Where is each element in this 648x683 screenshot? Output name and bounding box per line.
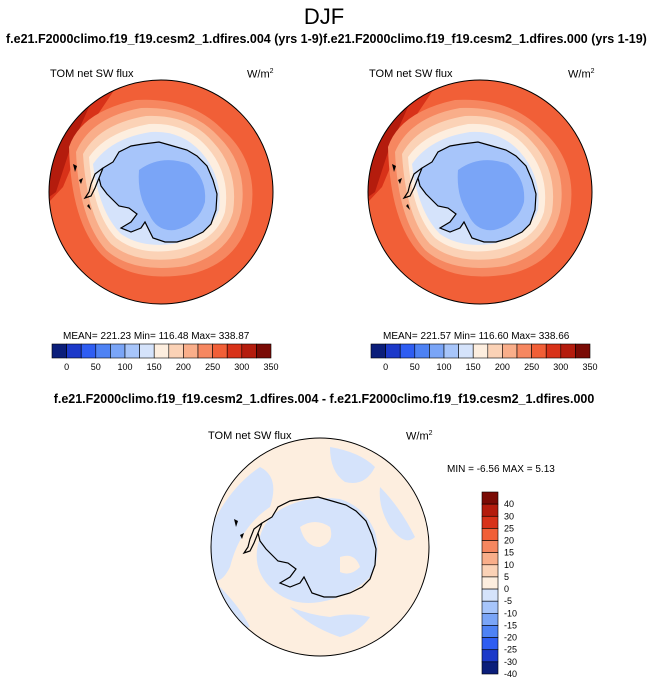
panel1-map (49, 80, 273, 304)
panel3-colorbar-tick-label: 20 (504, 536, 514, 546)
panel1-colorbar-swatch (153, 343, 170, 359)
panel1-colorbar-tick-label: 50 (91, 362, 101, 372)
panel3-colorbar-swatch (481, 564, 499, 578)
panel3-variable-label: TOM net SW flux (208, 430, 292, 442)
panel2-colorbar-swatch (575, 343, 591, 359)
panel1-colorbar-swatch (124, 343, 140, 359)
panel2-colorbar-swatch (370, 343, 386, 359)
panel3-colorbar-tick-label: 30 (504, 511, 514, 521)
panel3-colorbar-swatch (481, 540, 499, 553)
panel2-colorbar-swatch (443, 343, 459, 359)
panel3-map (211, 438, 429, 656)
panel1-variable-label: TOM net SW flux (50, 68, 134, 80)
panel3-colorbar-tick-label: 25 (504, 523, 514, 533)
panel3-colorbar-tick-label: 40 (504, 499, 514, 509)
panel3-colorbar-tick-label: 0 (504, 584, 509, 594)
panel3-colorbar-tick-label: 10 (504, 560, 514, 570)
panel2-colorbar-swatch (385, 343, 401, 359)
panel1-colorbar-swatch (95, 343, 111, 359)
panel1-colorbar-swatch (139, 343, 155, 359)
panel2-colorbar-swatch (414, 343, 430, 359)
panel2-colorbar-tick-label: 50 (410, 362, 420, 372)
panel3-colorbar-swatch (481, 637, 499, 651)
panel2-colorbar-swatch (429, 343, 445, 359)
panel3-colorbar-swatch (481, 515, 499, 529)
panel1-colorbar-swatch (80, 343, 97, 359)
panel2-colorbar: 0 50 100 150 200 250 300 350 (370, 343, 598, 372)
panel3-colorbar-swatch (481, 588, 499, 602)
panel3-colorbar-tick-label: -10 (504, 608, 517, 618)
panel1-colorbar-tick-label: 300 (234, 362, 249, 372)
panel2-stats: MEAN= 221.57 Min= 116.60 Max= 338.66 (383, 331, 570, 342)
panel2-colorbar-swatch (399, 343, 416, 359)
panel2-colorbar-swatch (502, 343, 518, 359)
panel1-units-label: W/m2 (247, 68, 274, 81)
panel3-units-label: W/m2 (406, 430, 433, 443)
panel3-colorbar-swatch (481, 503, 499, 517)
panel1-colorbar-tick-label: 350 (263, 362, 278, 372)
panel1-colorbar-swatch (66, 343, 82, 359)
panel3-colorbar-swatch (481, 649, 499, 663)
panel3-colorbar-swatch (481, 600, 499, 614)
panel1-colorbar-tick-label: 150 (147, 362, 162, 372)
panel2-colorbar-tick-label: 0 (383, 362, 388, 372)
panel1-colorbar-swatch (256, 343, 272, 359)
panel3-colorbar-swatch (481, 528, 499, 541)
panel3-colorbar-tick-label: -25 (504, 645, 517, 655)
panel2-colorbar-tick-label: 150 (466, 362, 481, 372)
panel1-colorbar-tick-label: 0 (64, 362, 69, 372)
panel3-colorbar-swatch (481, 625, 499, 638)
panel2-colorbar-swatch (487, 343, 503, 359)
panel2-colorbar-swatch (472, 343, 489, 359)
right-case-title: f.e21.F2000climo.f19_f19.cesm2_1.dfires.… (323, 32, 647, 46)
left-case-title: f.e21.F2000climo.f19_f19.cesm2_1.dfires.… (6, 32, 323, 46)
panel3-colorbar-swatch (481, 613, 499, 626)
panel1-colorbar-swatch (197, 343, 213, 359)
panel3-colorbar-swatch (481, 491, 499, 505)
panel2-colorbar-swatch (545, 343, 562, 359)
panel2-units-label: W/m2 (568, 68, 595, 81)
panel1-colorbar-tick-label: 200 (176, 362, 191, 372)
panel1-colorbar-swatch (183, 343, 199, 359)
panel3-colorbar-tick-label: -30 (504, 657, 517, 667)
panel2-colorbar-tick-label: 250 (524, 362, 539, 372)
panel1-colorbar: 0 50 100 150 200 250 300 350 (51, 343, 279, 372)
panel3-colorbar-tick-label: 5 (504, 572, 509, 582)
panel1-stats: MEAN= 221.23 Min= 116.48 Max= 338.87 (63, 331, 250, 342)
panel1-map-border (48, 79, 274, 305)
panel3-colorbar-tick-label: 15 (504, 548, 514, 558)
panel3-colorbar-swatch (481, 576, 499, 590)
panel1-colorbar-swatch (226, 343, 243, 359)
panel3-colorbar-tick-label: -20 (504, 633, 517, 643)
panel2-map-border (367, 79, 593, 305)
panel1-colorbar-swatch (241, 343, 257, 359)
panel2-colorbar-swatch (516, 343, 532, 359)
panel2-variable-label: TOM net SW flux (369, 68, 453, 80)
panel2-colorbar-swatch (560, 343, 576, 359)
panel3-colorbar-tick-label: -40 (504, 669, 517, 679)
panel1-colorbar-swatch (51, 343, 67, 359)
panel2-colorbar-swatch (531, 343, 547, 359)
panel2-colorbar-tick-label: 100 (436, 362, 451, 372)
panel3-stats: MIN = -6.56 MAX = 5.13 (447, 464, 555, 475)
panel2-colorbar-tick-label: 350 (582, 362, 597, 372)
figure-title: DJF (303, 4, 345, 29)
panel2-colorbar-tick-label: 200 (495, 362, 510, 372)
panel2-map (368, 80, 592, 304)
panel3-map-border (210, 437, 430, 657)
panel1-colorbar-tick-label: 100 (117, 362, 132, 372)
panel3-colorbar-tick-label: -5 (504, 596, 512, 606)
panel1-colorbar-swatch (110, 343, 126, 359)
panel3-colorbar-swatch (481, 552, 499, 566)
panel3-colorbar-swatch (481, 661, 499, 675)
panel3-colorbar: 40 30 25 20 15 10 5 0 -5 -10 -15 -20 -25 -30 -40 (481, 491, 517, 679)
panel1-colorbar-tick-label: 250 (205, 362, 220, 372)
panel2-colorbar-swatch (458, 343, 474, 359)
panel2-colorbar-tick-label: 300 (553, 362, 568, 372)
difference-title: f.e21.F2000climo.f19_f19.cesm2_1.dfires.… (53, 392, 595, 406)
panel3-colorbar-tick-label: -15 (504, 620, 517, 630)
panel1-colorbar-swatch (168, 343, 184, 359)
panel1-colorbar-swatch (212, 343, 228, 359)
